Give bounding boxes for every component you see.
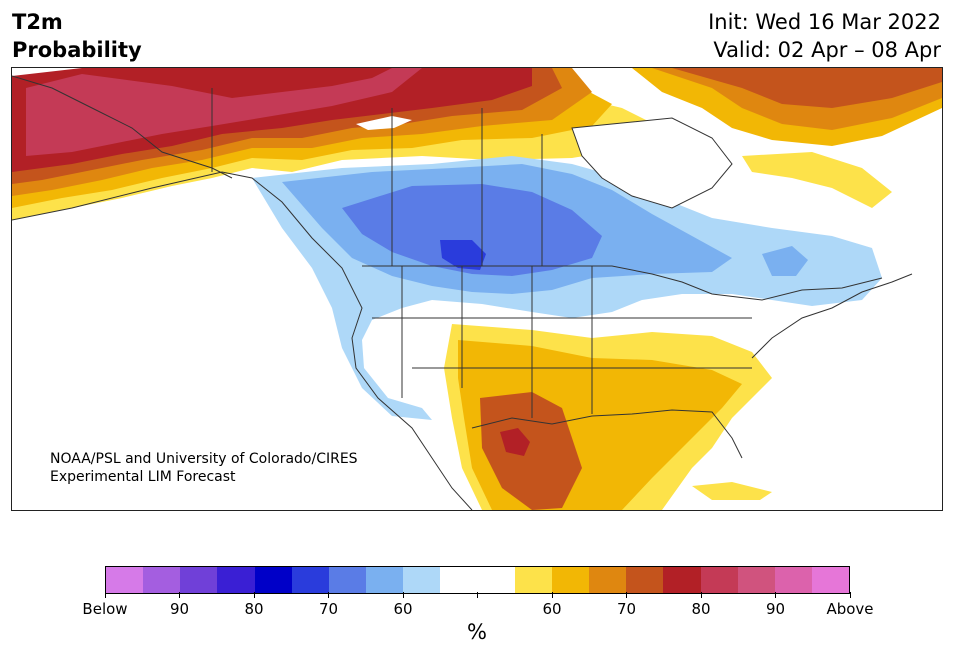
- colorbar-segment: [663, 567, 701, 593]
- cold-deep-region: [440, 240, 486, 270]
- colorbar-tick: [104, 592, 106, 598]
- colorbar-segment: [217, 567, 255, 593]
- colorbar-tick-label: Below: [82, 600, 128, 618]
- cold-blue-region: [342, 184, 602, 276]
- colorbar-segment: [143, 567, 181, 593]
- colorbar-segment: [589, 567, 627, 593]
- cuba-yellow-region: [692, 482, 772, 500]
- colorbar-segment: [700, 567, 738, 593]
- colorbar-tick: [253, 592, 255, 598]
- colorbar-tick-label: 60: [393, 600, 413, 618]
- colorbar-unit: %: [467, 620, 487, 644]
- colorbar-tick: [179, 592, 180, 598]
- colorbar-tick-label: 80: [691, 600, 711, 618]
- colorbar-tick-label: 70: [616, 600, 637, 618]
- colorbar-segment: [328, 567, 367, 593]
- colorbar-tick-label: 90: [765, 600, 786, 618]
- colorbar-segment: [514, 567, 552, 593]
- credit-line-2: Experimental LIM Forecast: [50, 469, 236, 485]
- borders: [12, 75, 913, 510]
- pacific-coastline: [12, 171, 473, 510]
- colorbar-segment: [477, 567, 515, 593]
- colorbar-tick-label: 60: [542, 600, 562, 618]
- colorbar-tick-label: Above: [826, 600, 874, 618]
- colorbar-tick-label: 80: [244, 600, 264, 618]
- colorbar-segment: [254, 567, 292, 593]
- colorbar-segment: [403, 567, 441, 593]
- colorbar-segment: [366, 567, 404, 593]
- atlantic-coastline: [751, 273, 913, 359]
- colorbar-segment: [180, 567, 218, 593]
- colorbar-segment: [737, 567, 775, 593]
- us-canada-border: [362, 265, 883, 301]
- colorbar-segment: [106, 567, 144, 593]
- valid-range: Valid: 02 Apr – 08 Apr: [713, 38, 941, 62]
- cold-mid-quebec-region: [762, 246, 808, 276]
- title-line-2: Probability: [12, 38, 142, 62]
- colorbar-segment: [774, 567, 812, 593]
- forecast-dates: Init: Wed 16 Mar 2022 Valid: 02 Apr – 08…: [708, 8, 941, 64]
- hudson-bay-coast: [571, 117, 733, 209]
- colorbar-tick-label: 70: [318, 600, 339, 618]
- credit-line-1: NOAA/PSL and University of Colorado/CIRE…: [50, 451, 358, 467]
- map-title: T2m Probability: [12, 8, 142, 64]
- texas-red-region: [500, 428, 530, 456]
- colorbar-segment: [291, 567, 329, 593]
- colorbar-tick: [551, 592, 553, 598]
- colorbar-tick: [775, 592, 776, 598]
- map-canvas: [12, 68, 942, 510]
- east-canada-darkorange-region: [672, 68, 942, 108]
- colorbar-segment: [551, 567, 590, 593]
- hudson-bay-water: [572, 118, 732, 208]
- colorbar-segment: [811, 567, 850, 593]
- alaska-deepred-region: [26, 68, 422, 156]
- credit-text: NOAA/PSL and University of Colorado/CIRE…: [50, 450, 358, 486]
- colorbar-segment: [440, 567, 478, 593]
- gulf-coastline: [471, 409, 743, 459]
- colorbar-tick: [626, 592, 627, 598]
- colorbar-tick: [328, 592, 329, 598]
- arctic-lake-patch: [356, 116, 412, 130]
- colorbar-tick-label: 90: [169, 600, 190, 618]
- init-date: Init: Wed 16 Mar 2022: [708, 10, 941, 34]
- colorbar-tick: [477, 592, 478, 598]
- colorbar: [105, 566, 850, 594]
- title-line-1: T2m: [12, 10, 63, 34]
- colorbar-tick: [700, 592, 702, 598]
- quebec-yellow-region: [742, 152, 892, 208]
- forecast-map: NOAA/PSL and University of Colorado/CIRE…: [11, 67, 943, 511]
- south-darkorange-region: [480, 392, 582, 510]
- colorbar-tick: [402, 592, 404, 598]
- colorbar-segment: [626, 567, 664, 593]
- colorbar-tick: [849, 592, 851, 598]
